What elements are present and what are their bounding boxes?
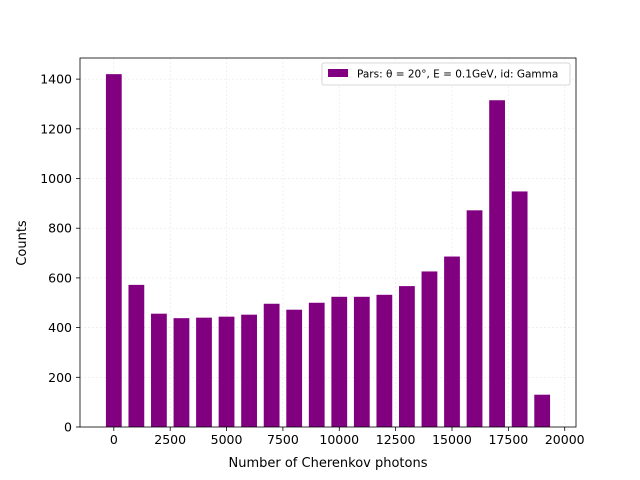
bar [421,271,438,427]
y-tick-label: 400 [48,320,72,335]
bar [308,302,325,427]
bar [444,256,460,427]
y-tick-label: 600 [48,270,72,285]
bar [128,284,145,427]
plot-frame [79,57,577,428]
x-tick-label: 0 [110,432,118,447]
bars [105,74,551,427]
bar [241,314,257,427]
bar [399,286,415,427]
legend-box [321,62,571,86]
legend: Pars: θ = 20°, E = 0.1GeV, id: Gamma [321,62,571,86]
bar [105,74,122,427]
y-tick-label: 200 [48,370,72,385]
bar [331,296,348,427]
y-tick-label: 800 [48,221,72,236]
legend-swatch [328,69,348,77]
x-tick-label: 17500 [488,432,528,447]
bar [286,309,303,427]
x-tick-label: 20000 [545,432,585,447]
bar [466,210,483,427]
bar [534,394,551,427]
x-tick-label: 15000 [432,432,472,447]
x-tick-label: 10000 [319,432,359,447]
y-tick-label: 1400 [40,72,72,87]
x-tick-label: 7500 [267,432,299,447]
y-axis-label: Counts [15,220,30,266]
y-tick-label: 1000 [40,171,72,186]
x-axis-label: Number of Cherenkov photons [229,456,428,471]
bar [353,296,370,427]
y-tick-label: 0 [64,420,72,435]
bar [489,100,505,427]
bar [196,317,212,427]
bar [376,294,393,427]
y-axis: 0 200 400 600 800 1000 1200 1400 [40,72,80,435]
bar [151,313,167,427]
bar [173,318,190,427]
x-tick-label: 5000 [211,432,243,447]
bar [511,191,528,427]
bar [263,303,280,427]
x-tick-label: 2500 [154,432,186,447]
y-tick-label: 1200 [40,121,72,136]
bar [218,316,235,427]
x-axis: 0 2500 5000 7500 10000 12500 15000 17500 20000 [110,427,585,447]
legend-entry: Pars: θ = 20°, E = 0.1GeV, id: Gamma [357,69,558,81]
x-tick-label: 12500 [376,432,416,447]
